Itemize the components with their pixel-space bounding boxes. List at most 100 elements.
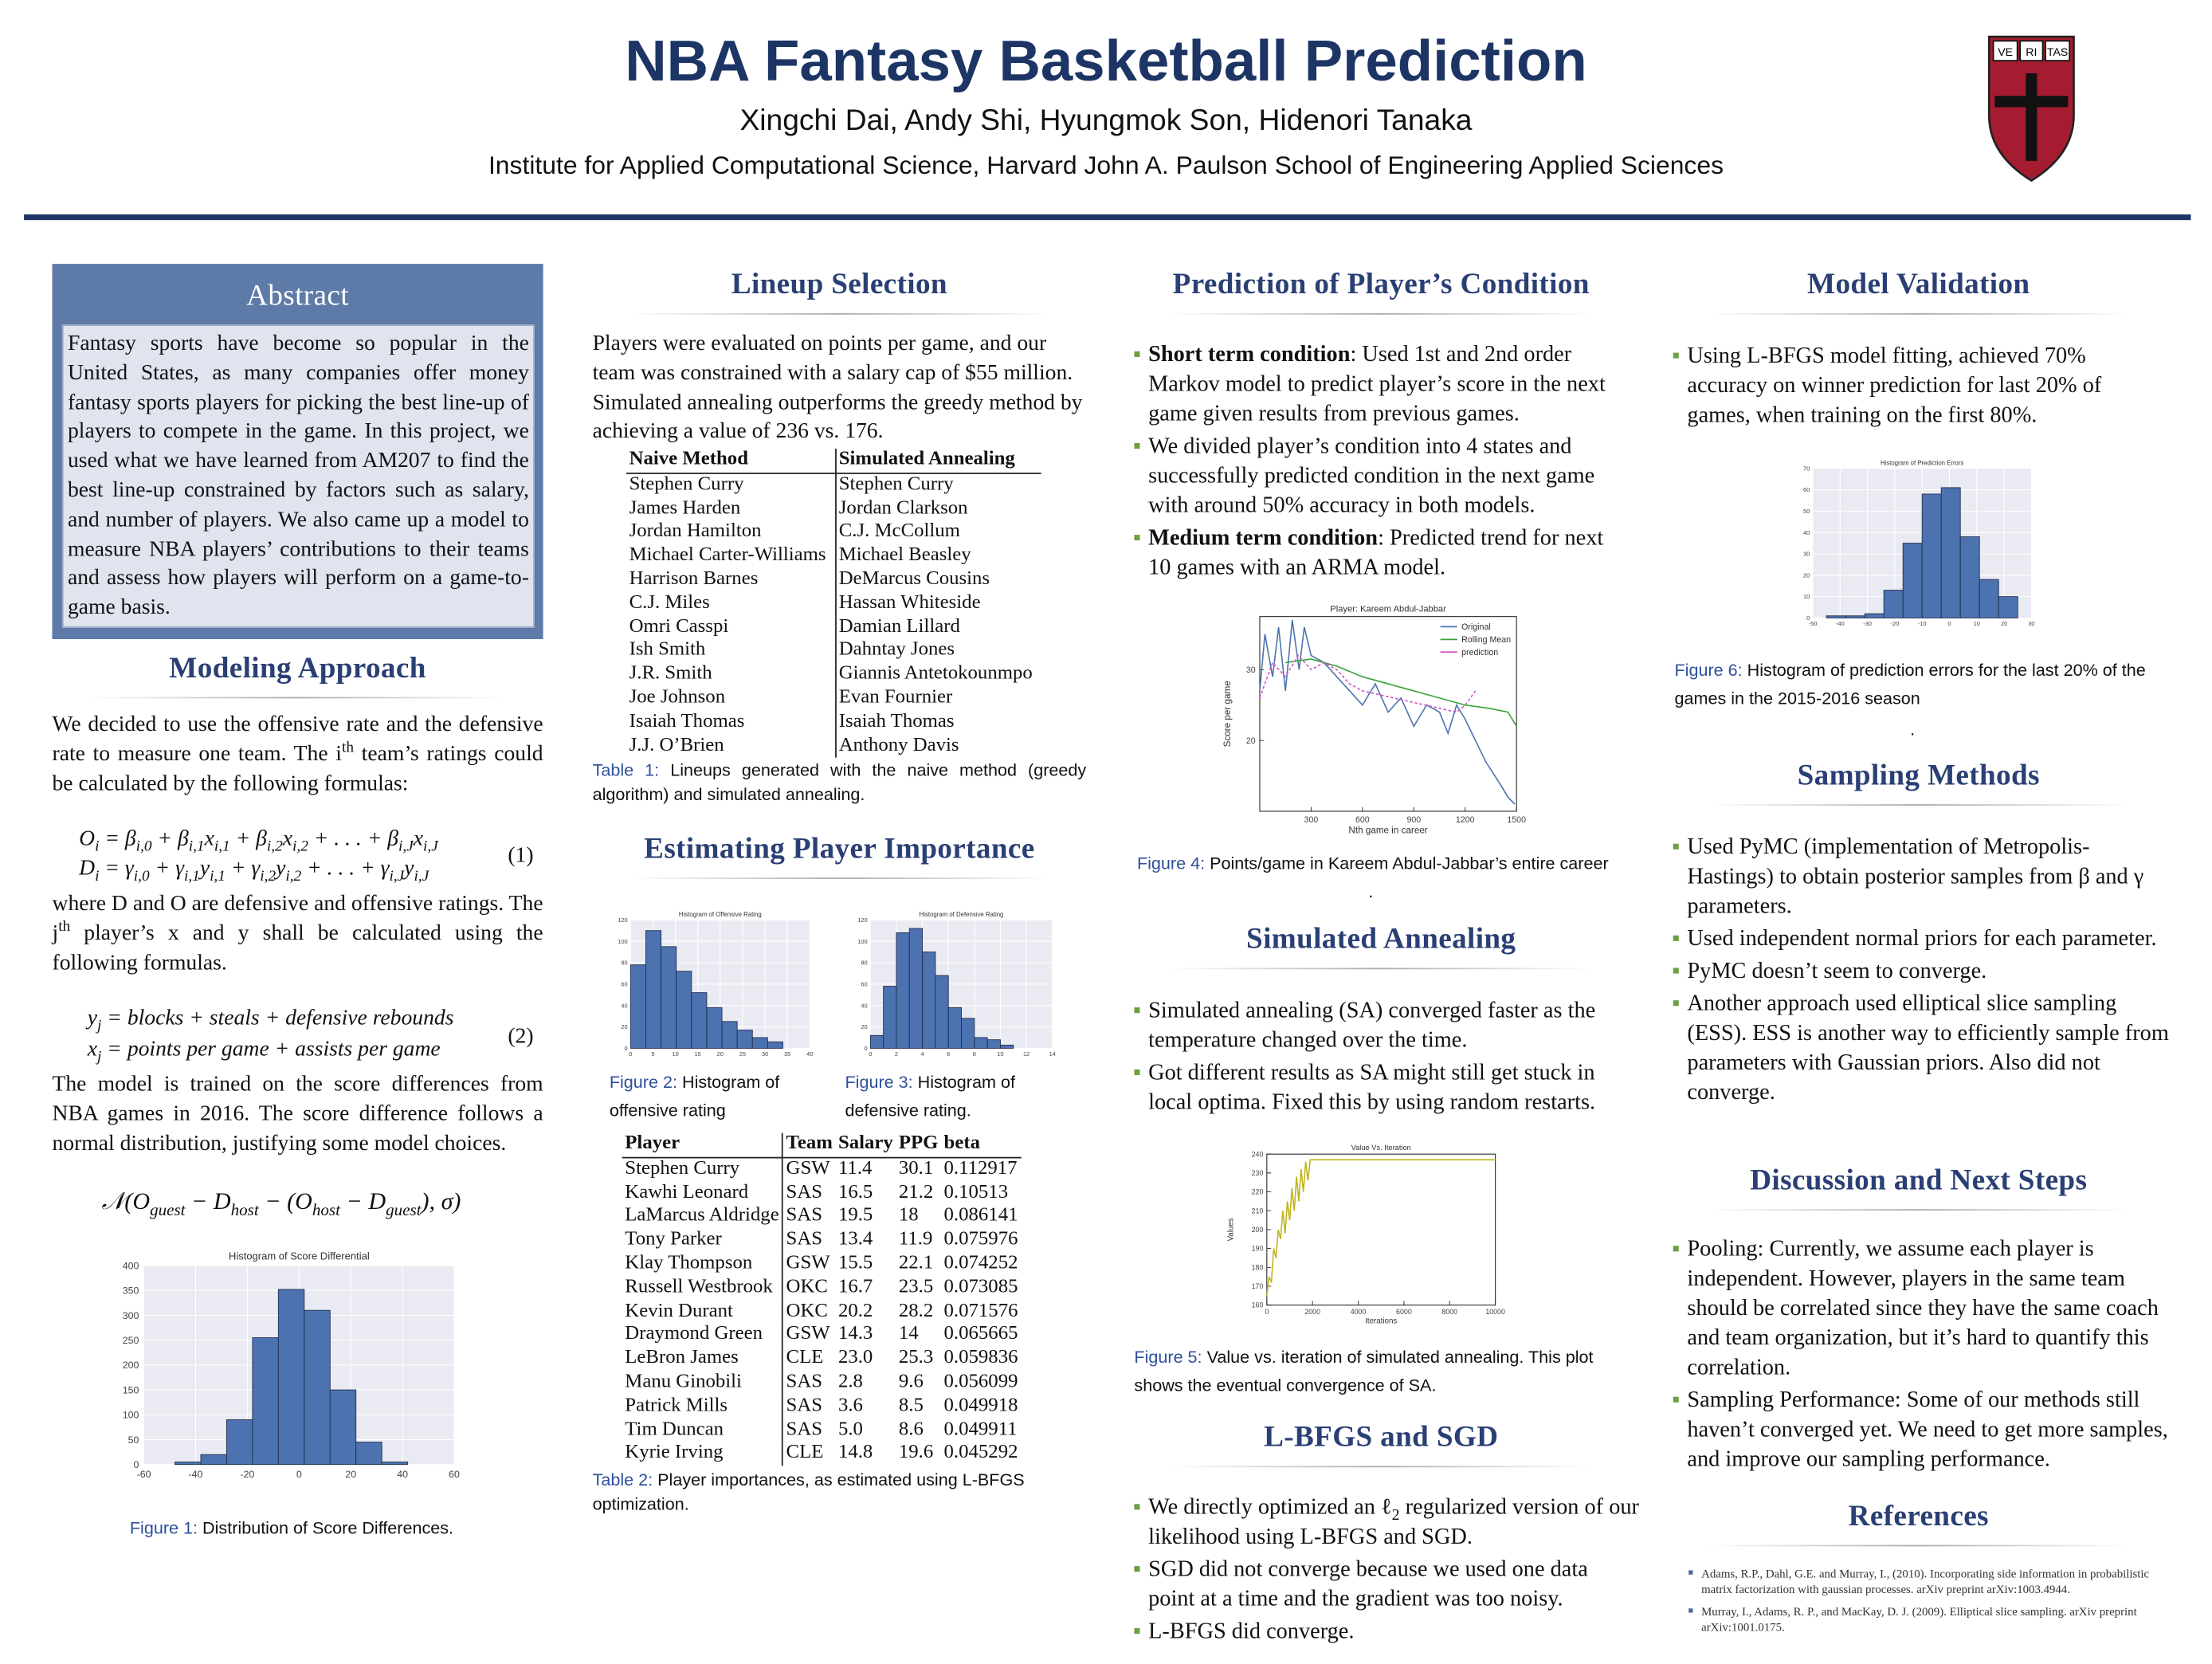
table-cell: 0.071576 — [943, 1300, 1018, 1322]
figure-caption: Figure 2: Histogram of offensive rating — [610, 1068, 835, 1124]
text: : Predicted trend for next 10 games with… — [1148, 526, 1604, 580]
figure-caption: Figure 4: Points/game in Kareem Abdul-Ja… — [1137, 850, 1631, 877]
x-tick-label: 8 — [973, 1050, 976, 1058]
text: D — [79, 856, 96, 881]
list-item: Sampling Performance: Some of our method… — [1673, 1386, 2174, 1475]
y-tick-label: 60 — [621, 980, 627, 987]
subscript: host — [312, 1199, 340, 1220]
logo-text: TAS — [2047, 46, 2068, 59]
table-cell: CLE — [786, 1442, 824, 1464]
text: team’s ratings could be calculated by th… — [52, 741, 543, 795]
text: : Used 1st and 2nd order Markov model to… — [1148, 343, 1606, 426]
table-cell: 14.8 — [837, 1442, 873, 1464]
paragraph: where D and O are defensive and offensiv… — [53, 890, 543, 978]
x-tick-label: -20 — [1891, 620, 1900, 627]
x-tick-label: 300 — [1304, 815, 1319, 825]
x-tick-label: 20 — [2001, 620, 2007, 627]
x-tick-label: 15 — [695, 1050, 701, 1058]
text: player’s x and y shall be calculated usi… — [52, 920, 543, 975]
x-tick-label: 0 — [1265, 1308, 1269, 1316]
importance-table: Player Team Salary PPG beta Stephen Curry GSW 1… — [622, 1132, 1022, 1466]
text: = points per game + assists per game — [101, 1037, 441, 1062]
y-tick-label: 120 — [857, 916, 867, 924]
list-item: Another approach used elliptical slice s… — [1673, 989, 2174, 1108]
column-header: Salary — [835, 1132, 896, 1159]
table-cell: 21.2 — [898, 1181, 934, 1203]
figure-caption: Figure 1: Distribution of Score Differen… — [130, 1514, 453, 1542]
heading-rule — [1707, 1544, 2131, 1547]
table-cell: Isaiah Thomas — [838, 710, 955, 732]
lineup-table: Naive Method Simulated Annealing Stephen C… — [626, 448, 1041, 759]
subscript: i,J — [389, 867, 405, 885]
shield-cross — [1994, 73, 2069, 161]
legend-label: Rolling Mean — [1461, 635, 1511, 645]
table-cell: 0.074252 — [943, 1253, 1018, 1274]
list-item: We directly optimized an ℓ2 regularized … — [1134, 1493, 1639, 1552]
table-cell: CLE — [786, 1348, 824, 1369]
table-cell: Manu Ginobili — [622, 1371, 784, 1395]
line — [1285, 658, 1517, 727]
y-tick-label: 20 — [621, 1023, 627, 1030]
list-item: Using L-BFGS model fitting, achieved 70%… — [1673, 341, 2145, 430]
x-tick-label: 20 — [345, 1469, 356, 1480]
table-cell: 0.049918 — [943, 1395, 1018, 1417]
table-row: Kawhi Leonard SAS 16.5 21.2 0.10513 — [622, 1181, 1021, 1206]
text: = blocks + steals + defensive rebounds — [101, 1006, 454, 1030]
text: y — [404, 856, 414, 881]
bar — [935, 975, 949, 1049]
bar — [974, 1037, 988, 1049]
table-cell: Hassan Whiteside — [838, 592, 981, 614]
table-cell: 14 — [898, 1324, 919, 1345]
text: + . . . + β — [308, 826, 399, 851]
text: + γ — [225, 856, 261, 881]
text: − D — [339, 1187, 386, 1215]
heading-rule — [1167, 313, 1592, 315]
heading-rule — [1707, 1209, 2131, 1211]
x-tick-label: 35 — [784, 1050, 790, 1058]
y-tick-label: 300 — [123, 1310, 139, 1321]
x-axis-label: Nth game in career — [1348, 826, 1427, 836]
y-tick-label: 40 — [1803, 529, 1810, 536]
book — [2045, 40, 2071, 62]
table-cell: 0.075976 — [943, 1229, 1018, 1250]
y-tick-label: 200 — [1252, 1226, 1264, 1234]
bullet-list: Simulated annealing (SA) converged faste… — [1133, 996, 1642, 1120]
equation: yj = blocks + steals + defensive rebound… — [88, 1006, 454, 1034]
table-cell: 3.6 — [837, 1395, 863, 1417]
header-row: Player Team Salary PPG beta — [622, 1132, 1022, 1159]
y-tick-label: 60 — [1803, 486, 1810, 493]
table-row: J.R. Smith Giannis Antetokounmpo — [626, 663, 1041, 688]
bar — [1959, 536, 1980, 618]
text: = γ — [99, 856, 134, 881]
x-tick-label: 60 — [449, 1469, 460, 1480]
figure-5: Value Vs. Iteration 160 170 180 190 200 210 220… — [1226, 1144, 1505, 1326]
text: = β — [99, 826, 136, 851]
caption-trailer: . — [1910, 719, 1916, 740]
section-heading: Lineup Selection — [731, 266, 947, 301]
x-tick-label: 6 — [947, 1050, 950, 1058]
table-row: Stephen Curry Stephen Curry — [626, 473, 1041, 498]
table-cell: Isaiah Thomas — [626, 710, 837, 735]
table-cell: 9.6 — [898, 1371, 924, 1393]
column-header: Naive Method — [626, 448, 837, 474]
x-tick-label: 600 — [1355, 815, 1370, 825]
table-row: Manu Ginobili SAS 2.8 9.6 0.056099 — [622, 1371, 1021, 1395]
x-tick-label: 40 — [806, 1050, 813, 1058]
bar — [1979, 579, 1999, 618]
legend-label: prediction — [1461, 648, 1498, 657]
table-cell: Jordan Clarkson — [838, 497, 968, 519]
y-tick-label: 400 — [123, 1260, 139, 1271]
table-cell: 2.8 — [837, 1371, 863, 1393]
table-cell: 23.0 — [837, 1348, 873, 1369]
table-cell: J.R. Smith — [626, 663, 837, 688]
table-cell: 11.9 — [898, 1229, 933, 1250]
text: y — [199, 856, 210, 881]
list-item: Got different results as SA might still … — [1134, 1058, 1642, 1117]
x-tick-label: 8000 — [1441, 1308, 1457, 1316]
caption-text: Histogram of offensive rating — [609, 1072, 780, 1120]
table-cell: SAS — [786, 1395, 823, 1417]
table-cell: Ish Smith — [626, 639, 837, 664]
subscript: i,2 — [266, 838, 283, 856]
logo-text: RI — [2026, 46, 2037, 59]
x-tick-label: 25 — [739, 1050, 746, 1058]
